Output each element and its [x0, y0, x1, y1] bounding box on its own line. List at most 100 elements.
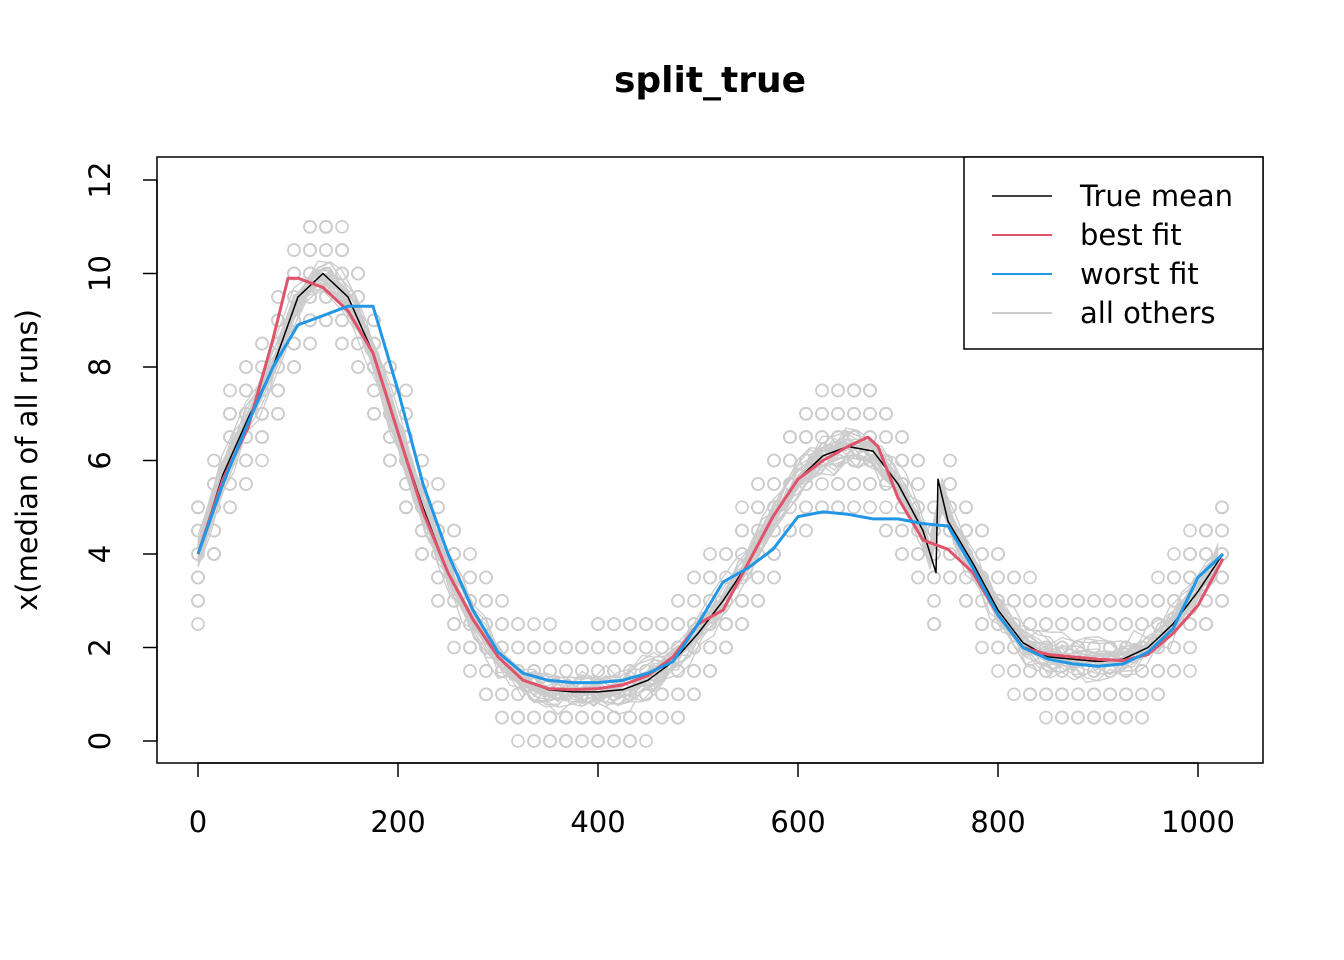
observation-point	[783, 453, 797, 468]
observation-point	[991, 547, 1005, 561]
observation-point	[815, 383, 829, 398]
observation-point	[991, 640, 1005, 655]
observation-point	[431, 570, 445, 585]
observation-point	[271, 406, 285, 421]
observation-point	[1039, 664, 1053, 678]
observation-point	[863, 406, 877, 421]
observation-point	[719, 617, 733, 631]
observation-point	[1183, 664, 1197, 678]
observation-point	[895, 547, 909, 561]
observation-point	[191, 617, 205, 631]
observation-point	[847, 477, 861, 491]
observation-point	[719, 547, 733, 561]
observation-point	[687, 687, 701, 702]
observation-point	[959, 593, 973, 608]
observation-point	[1055, 593, 1069, 608]
y-tick-label: 10	[83, 255, 117, 292]
observation-point	[591, 640, 605, 655]
observation-point	[559, 640, 573, 655]
observation-point	[479, 570, 493, 585]
observation-point	[223, 500, 237, 515]
observation-point	[911, 500, 925, 515]
observation-point	[207, 453, 221, 468]
observation-point	[1103, 710, 1117, 725]
observation-point	[1071, 687, 1085, 702]
observation-point	[799, 453, 813, 468]
observation-point	[351, 360, 365, 374]
observation-point	[1039, 710, 1053, 725]
observation-point	[623, 710, 637, 725]
observation-point	[495, 593, 509, 608]
observation-point	[975, 523, 989, 538]
observation-point	[543, 664, 557, 678]
observation-point	[575, 710, 589, 725]
observation-point	[975, 617, 989, 631]
observation-point	[1135, 664, 1149, 678]
observation-point	[607, 640, 621, 655]
observation-point	[1199, 547, 1213, 561]
observation-point	[799, 430, 813, 444]
observation-point	[543, 640, 557, 655]
observation-point	[607, 617, 621, 631]
observation-point	[511, 710, 525, 725]
observation-point	[543, 617, 557, 631]
observation-point	[655, 710, 669, 725]
observation-point	[463, 664, 477, 678]
observation-point	[815, 406, 829, 421]
observation-point	[1103, 687, 1117, 702]
observation-point	[1119, 687, 1133, 702]
observation-point	[783, 500, 797, 515]
observation-point	[1103, 617, 1117, 631]
observation-point	[767, 477, 781, 491]
observation-point	[895, 430, 909, 444]
observation-point	[479, 687, 493, 702]
observation-point	[735, 593, 749, 608]
observation-point	[735, 617, 749, 631]
observation-point	[527, 617, 541, 631]
observation-point	[927, 570, 941, 585]
observation-point	[911, 570, 925, 585]
observation-point	[1039, 617, 1053, 631]
observation-point	[831, 383, 845, 398]
worst-fit-line	[196, 304, 1225, 685]
x-tick-label: 600	[770, 805, 825, 839]
observation-point	[607, 710, 621, 725]
observation-point	[591, 617, 605, 631]
observation-point	[1151, 687, 1165, 702]
observation-point	[655, 640, 669, 655]
observation-point	[943, 570, 957, 585]
observation-point	[559, 734, 573, 748]
observation-point	[479, 593, 493, 608]
observation-point	[751, 500, 765, 515]
observation-point	[1119, 593, 1133, 608]
observation-point	[1167, 664, 1181, 678]
observation-point	[303, 290, 317, 304]
observation-point	[1135, 617, 1149, 631]
observation-point	[1071, 617, 1085, 631]
observation-point	[783, 430, 797, 444]
observation-point	[1007, 640, 1021, 655]
observation-point	[751, 570, 765, 585]
observation-point	[495, 710, 509, 725]
observation-point	[447, 593, 461, 608]
observation-point	[319, 243, 333, 257]
observation-point	[1151, 664, 1165, 678]
observation-point	[559, 664, 573, 678]
observation-point	[943, 453, 957, 468]
observation-point	[351, 266, 365, 281]
observation-point	[1087, 687, 1101, 702]
observation-point	[399, 383, 413, 398]
observation-point	[1215, 593, 1229, 608]
legend-label: True mean	[1079, 179, 1233, 213]
observation-point	[271, 383, 285, 398]
observation-point	[799, 406, 813, 421]
observation-point	[1135, 687, 1149, 702]
observation-point	[367, 406, 381, 421]
other-run-line	[197, 290, 1219, 702]
observation-point	[975, 547, 989, 561]
observation-point	[415, 547, 429, 561]
observation-point	[1183, 570, 1197, 585]
observation-point	[1167, 570, 1181, 585]
observation-point	[767, 453, 781, 468]
